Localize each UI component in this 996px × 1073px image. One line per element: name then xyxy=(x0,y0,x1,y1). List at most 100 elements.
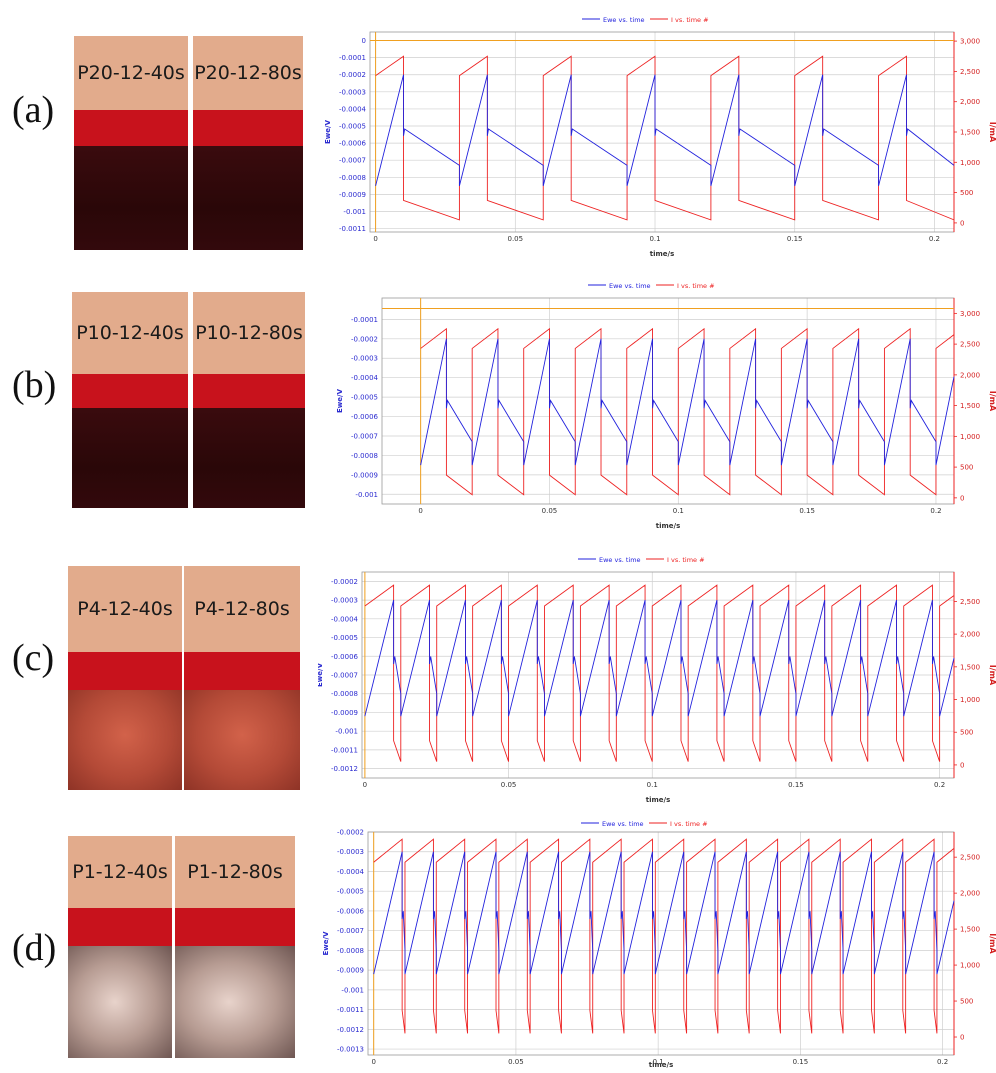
figure-panel: (c) P4-12-40s P4-12-80s Ewe vs. time I vs. t… xyxy=(0,548,996,808)
y-left-tick-label: -0.0001 xyxy=(351,316,378,324)
sample-photo: P10-12-40s xyxy=(72,292,188,508)
y-left-tick-label: -0.0003 xyxy=(339,88,366,96)
y-right-tick-label: 500 xyxy=(960,998,973,1006)
sample-coated-area xyxy=(74,146,188,250)
y-left-tick-label: -0.0005 xyxy=(351,394,378,402)
sample-red-band xyxy=(68,908,172,946)
sample-red-band xyxy=(193,110,303,146)
y-left-tick-label: -0.0008 xyxy=(339,174,366,182)
y-right-tick-label: 2,000 xyxy=(960,890,980,898)
sample-name: P20-12-80s xyxy=(194,62,302,84)
sample-coated-area xyxy=(68,690,182,790)
figure-panel: (a) P20-12-40s P20-12-80s Ewe vs. time I vs.… xyxy=(0,0,996,262)
x-tick-label: 0 xyxy=(371,1058,375,1066)
series-current xyxy=(373,838,955,1034)
legend-current-label: I vs. time # xyxy=(670,820,708,828)
x-tick-label: 0.15 xyxy=(793,1058,809,1066)
y-left-tick-label: -0.0005 xyxy=(339,123,366,131)
sample-photo: P4-12-80s xyxy=(184,566,300,790)
y-right-axis-title: I/mA xyxy=(988,933,996,954)
chart-svg: Ewe vs. time I vs. time # 0 0.05 0.1 0.15 0.2 -… xyxy=(318,556,996,804)
y-left-tick-label: -0.001 xyxy=(355,491,378,499)
sample-coated-area xyxy=(184,690,300,790)
y-right-tick-label: 1,000 xyxy=(960,433,980,441)
y-right-axis-title: I/mA xyxy=(988,122,996,143)
sample-label-strip: P10-12-40s xyxy=(72,292,188,374)
y-left-tick-label: -0.0006 xyxy=(339,140,367,148)
y-left-tick-label: -0.0001 xyxy=(339,54,366,62)
y-right-axis-title: I/mA xyxy=(988,665,996,686)
legend-current-label: I vs. time # xyxy=(667,556,705,564)
sample-coated-area xyxy=(175,946,295,1058)
y-left-tick-label: -0.0006 xyxy=(337,907,365,915)
x-tick-label: 0.05 xyxy=(508,235,524,243)
x-tick-label: 0.05 xyxy=(501,781,517,789)
y-left-tick-label: -0.0002 xyxy=(331,578,358,586)
y-right-tick-label: 2,500 xyxy=(960,341,980,349)
sample-coated-area xyxy=(68,946,172,1058)
y-left-tick-label: -0.0002 xyxy=(337,829,364,837)
series-current xyxy=(375,55,955,221)
sample-red-band xyxy=(193,374,305,408)
y-left-tick-label: -0.001 xyxy=(341,986,364,994)
y-left-tick-label: -0.0008 xyxy=(337,947,364,955)
panel-label: (d) xyxy=(12,927,57,969)
y-left-tick-label: -0.0004 xyxy=(351,374,379,382)
y-left-tick-label: -0.0003 xyxy=(337,848,364,856)
legend-current-label: I vs. time # xyxy=(677,282,715,290)
y-left-tick-label: -0.0009 xyxy=(331,709,358,717)
figure-panel: (b) P10-12-40s P10-12-80s Ewe vs. time I vs.… xyxy=(0,272,996,534)
y-left-tick-label: -0.0007 xyxy=(337,927,364,935)
sample-name: P4-12-40s xyxy=(77,598,173,620)
y-right-tick-label: 1,000 xyxy=(960,962,980,970)
sample-name: P1-12-40s xyxy=(72,861,168,883)
sample-red-band xyxy=(175,908,295,946)
sample-name: P10-12-80s xyxy=(195,322,303,344)
chart-svg: Ewe vs. time I vs. time # 0 0.05 0.1 0.15 0.2 -… xyxy=(336,282,996,530)
x-tick-label: 0.05 xyxy=(542,507,558,515)
series-ewe xyxy=(364,599,955,717)
sample-photo: P1-12-80s xyxy=(175,836,295,1058)
y-right-tick-label: 2,000 xyxy=(960,631,980,639)
plot-frame xyxy=(369,31,955,233)
sample-name: P4-12-80s xyxy=(194,598,290,620)
y-right-tick-label: 1,500 xyxy=(960,663,980,671)
sample-label-strip: P4-12-40s xyxy=(68,566,182,652)
series-ewe xyxy=(420,338,955,466)
sample-name: P1-12-80s xyxy=(187,861,283,883)
y-right-axis-title: I/mA xyxy=(988,391,996,412)
x-tick-label: 0.15 xyxy=(799,507,815,515)
series-ewe xyxy=(375,74,955,186)
sample-photo: P4-12-40s xyxy=(68,566,182,790)
panel-label: (a) xyxy=(12,89,55,131)
y-left-tick-label: -0.0009 xyxy=(351,471,378,479)
y-right-tick-label: 1,000 xyxy=(960,696,980,704)
x-tick-label: 0 xyxy=(373,235,377,243)
sample-red-band xyxy=(74,110,188,146)
x-tick-label: 0.1 xyxy=(647,781,658,789)
sample-label-strip: P1-12-40s xyxy=(68,836,172,908)
sample-label-strip: P1-12-80s xyxy=(175,836,295,908)
series-ewe xyxy=(373,851,955,975)
legend-ewe-label: Ewe vs. time xyxy=(599,556,641,564)
series-current xyxy=(364,584,955,762)
chart-svg: Ewe vs. time I vs. time # 0 0.05 0.1 0.15 0.2 0… xyxy=(324,16,996,258)
legend-ewe-label: Ewe vs. time xyxy=(609,282,651,290)
y-right-tick-label: 1,500 xyxy=(960,129,980,137)
x-tick-label: 0.15 xyxy=(787,235,803,243)
x-tick-label: 0 xyxy=(418,507,422,515)
y-left-axis-title: Ewe/V xyxy=(324,119,332,144)
y-left-tick-label: -0.0008 xyxy=(331,690,358,698)
y-left-tick-label: -0.0003 xyxy=(331,597,358,605)
sample-photo: P10-12-80s xyxy=(193,292,305,508)
chart-svg: Ewe vs. time I vs. time # 0 0.05 0.1 0.15 0.2 -… xyxy=(322,820,996,1069)
y-right-tick-label: 2,500 xyxy=(960,598,980,606)
y-left-tick-label: -0.0011 xyxy=(331,746,358,754)
y-left-tick-label: -0.0007 xyxy=(339,157,366,165)
y-left-tick-label: -0.0008 xyxy=(351,452,378,460)
y-left-tick-label: -0.0011 xyxy=(337,1006,364,1014)
x-tick-label: 0.1 xyxy=(673,507,684,515)
y-left-tick-label: -0.0003 xyxy=(351,355,378,363)
sample-label-strip: P20-12-40s xyxy=(74,36,188,110)
y-left-tick-label: -0.0006 xyxy=(351,413,379,421)
